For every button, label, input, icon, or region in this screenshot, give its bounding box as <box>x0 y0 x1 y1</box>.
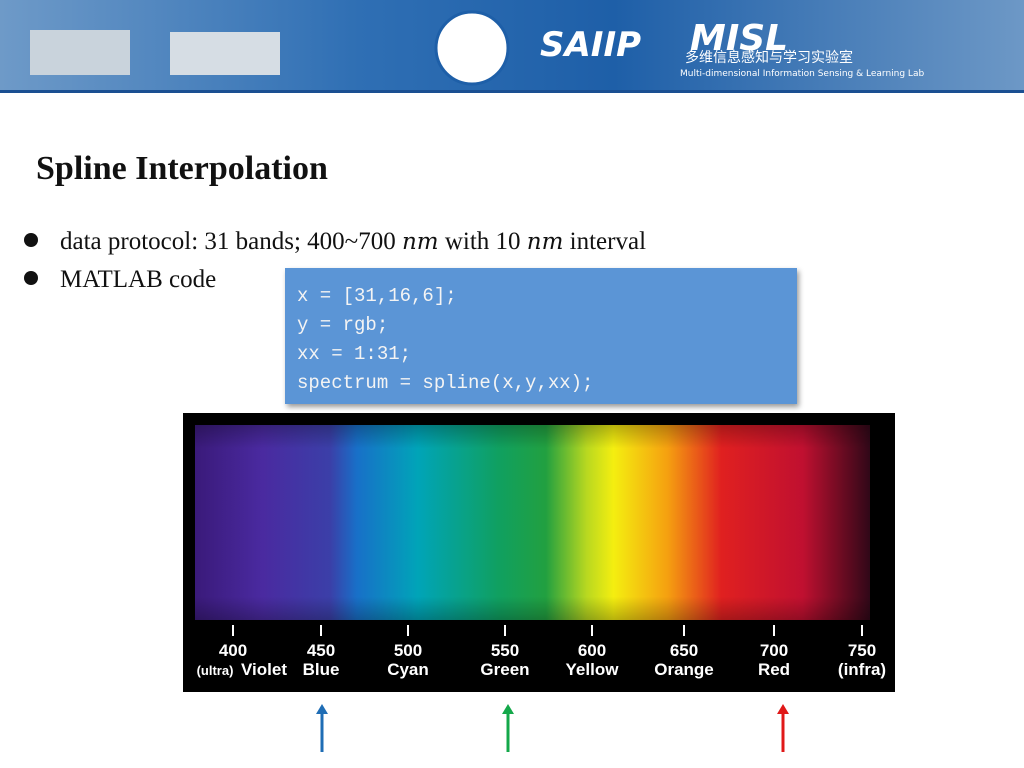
bullet-text: interval <box>563 228 647 255</box>
arrow-green <box>502 704 514 752</box>
tick-name: (infra) <box>838 660 886 679</box>
code-line: y = rgb; <box>297 314 389 336</box>
lab-logo: SAIIP <box>540 25 641 65</box>
university-logo <box>434 10 510 86</box>
spectrum-frame <box>183 413 895 692</box>
arrow-red <box>777 704 789 752</box>
bullet-text: data protocol: 31 bands; 400~700 <box>60 228 402 255</box>
banner: SAIIP MISL 多维信息感知与学习实验室 Multi-dimensiona… <box>0 0 1024 93</box>
tick-name: Blue <box>303 660 340 679</box>
tick-nm: 750 <box>848 641 876 660</box>
spectrum-band <box>195 425 870 620</box>
bullet: MATLAB code <box>24 266 216 294</box>
slide-title: Spline Interpolation <box>36 150 328 187</box>
tick-name: Orange <box>654 660 714 679</box>
bullet-text: nm <box>401 229 439 255</box>
tick-nm: 700 <box>760 641 788 660</box>
building <box>170 32 280 75</box>
tick-nm: 450 <box>307 641 335 660</box>
tick-nm: 400 <box>219 641 247 660</box>
tick-nm: 650 <box>670 641 698 660</box>
tick-name: Red <box>758 660 790 679</box>
tick-name: Violet <box>241 660 287 679</box>
code-box: x = [31,16,6]; y = rgb; xx = 1:31; spectrum… <box>285 268 797 404</box>
tick-nm: 600 <box>578 641 606 660</box>
spectrum-shade <box>195 425 870 620</box>
code-line: spectrum = spline(x,y,xx); <box>297 372 594 394</box>
tick-nm: 500 <box>394 641 422 660</box>
tick-nm: 550 <box>491 641 519 660</box>
bullet-text: MATLAB code <box>60 266 217 293</box>
tick-name: Yellow <box>566 660 620 679</box>
tick-name: Green <box>480 660 529 679</box>
bullet: data protocol: 31 bands; 400~700 nm with… <box>24 228 646 256</box>
misl-logo: MISL <box>690 18 788 59</box>
misl-cn: 多维信息感知与学习实验室 <box>685 49 853 66</box>
code-line: xx = 1:31; <box>297 343 412 365</box>
tick-prefix: (ultra) <box>197 663 234 678</box>
misl-en: Multi-dimensional Information Sensing & … <box>680 69 924 79</box>
bullet-text: nm <box>526 229 564 255</box>
code-line: x = [31,16,6]; <box>297 285 457 307</box>
building <box>30 30 130 75</box>
tick-name: Cyan <box>387 660 429 679</box>
bullet-text: with 10 <box>438 228 527 255</box>
arrow-blue <box>316 704 328 752</box>
banner-art: SAIIP MISL 多维信息感知与学习实验室 Multi-dimensiona… <box>30 10 924 86</box>
